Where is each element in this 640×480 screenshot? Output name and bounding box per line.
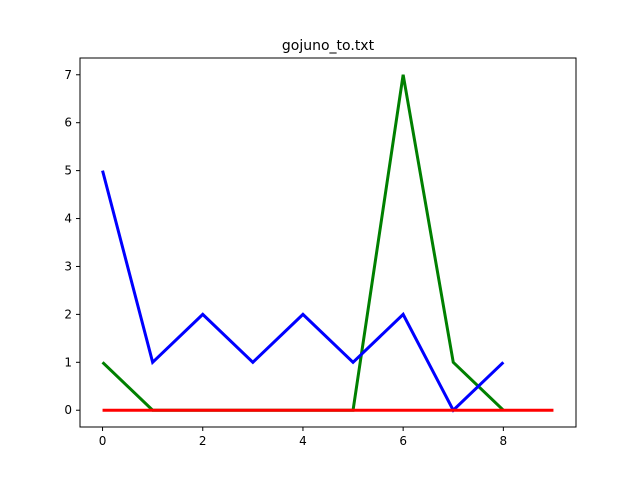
axes-layer: 0 2 4 6 8 0 1 2 3 4 5 6 7 bbox=[64, 57, 577, 448]
series-line-0 bbox=[101, 74, 505, 412]
y-tick-label: 6 bbox=[64, 116, 72, 130]
y-tick-label: 3 bbox=[64, 259, 72, 273]
y-tick-label: 7 bbox=[64, 68, 72, 82]
y-tick-label: 2 bbox=[64, 307, 72, 321]
series-layer bbox=[101, 74, 554, 413]
plot-frame bbox=[79, 57, 577, 428]
x-tick-label: 2 bbox=[199, 434, 207, 448]
x-tick-label: 0 bbox=[99, 434, 107, 448]
chart-title: gojuno_to.txt bbox=[282, 38, 375, 54]
y-tick-label: 1 bbox=[64, 355, 72, 369]
series-line-1 bbox=[101, 170, 505, 413]
y-tick-label: 4 bbox=[64, 212, 72, 226]
y-tick-label: 5 bbox=[64, 164, 72, 178]
x-tick-label: 6 bbox=[399, 434, 407, 448]
y-tick-label: 0 bbox=[64, 403, 72, 417]
x-tick-label: 4 bbox=[299, 434, 307, 448]
x-tick-label: 8 bbox=[500, 434, 508, 448]
